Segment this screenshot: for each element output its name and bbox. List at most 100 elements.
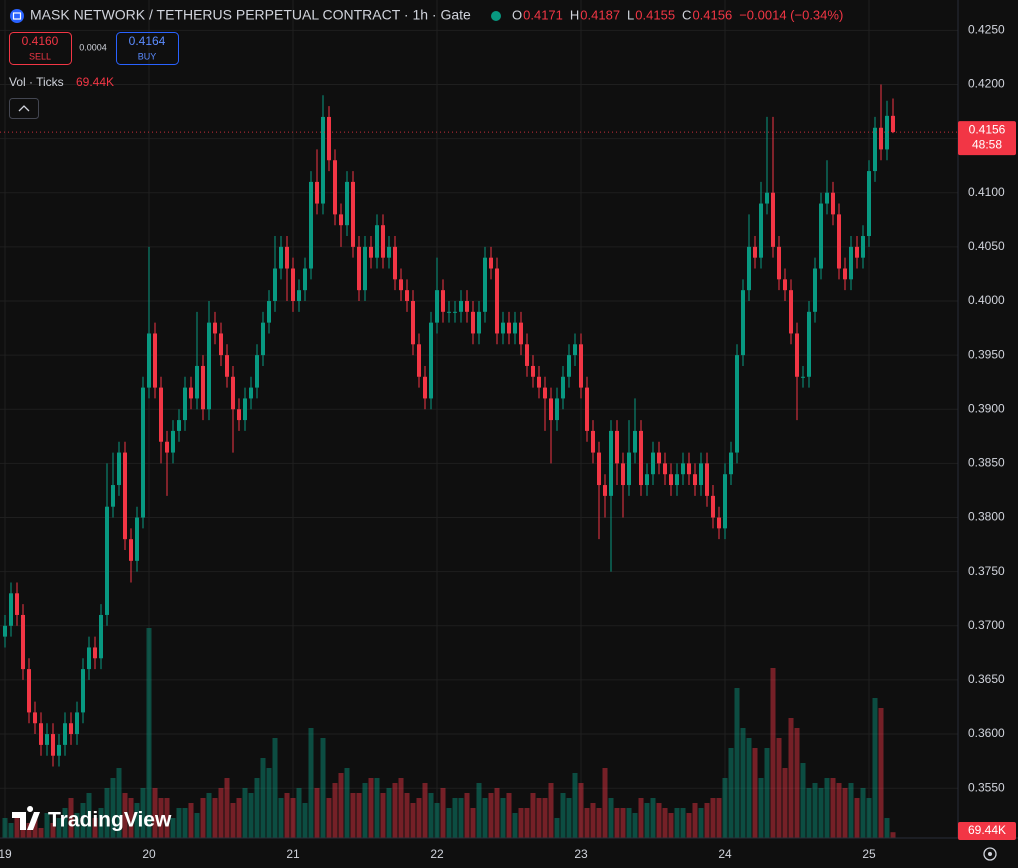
candle-body xyxy=(645,474,649,486)
volume-bar xyxy=(806,788,812,838)
candle-body xyxy=(465,300,469,312)
candle-body xyxy=(801,376,805,378)
volume-bar xyxy=(140,788,146,838)
sell-price: 0.4160 xyxy=(22,34,59,48)
candle-body xyxy=(447,311,451,313)
volume-bar xyxy=(380,793,386,838)
candle-body xyxy=(405,290,409,301)
volume-bar xyxy=(92,818,98,838)
volume-bar xyxy=(362,783,368,838)
candle-body xyxy=(417,344,421,377)
volume-bar xyxy=(824,778,830,838)
volume-bar xyxy=(686,813,692,838)
candle-body xyxy=(171,430,175,453)
volume-bar xyxy=(620,808,626,838)
candle-body xyxy=(729,452,733,475)
market-status[interactable] xyxy=(491,11,501,21)
candle-body xyxy=(603,485,607,496)
candle-body xyxy=(321,116,325,204)
volume-bar xyxy=(818,788,824,838)
volume-bar xyxy=(266,768,272,838)
volume-bar xyxy=(110,778,116,838)
volume-bar xyxy=(254,778,260,838)
candle-body xyxy=(597,452,601,486)
y-tick-label: 0.4250 xyxy=(968,22,1005,36)
volume-bar xyxy=(62,808,68,838)
candle-body xyxy=(459,300,463,312)
last-price-label: 0.4156 xyxy=(969,122,1006,136)
volume-bar xyxy=(14,813,20,838)
volume-badge xyxy=(958,822,1016,840)
buy-button[interactable] xyxy=(116,32,179,65)
candle-body xyxy=(345,181,349,226)
candle-body xyxy=(843,268,847,280)
volume-bar xyxy=(452,798,458,838)
spread: 0.0004 xyxy=(79,42,107,52)
candle-body xyxy=(87,647,91,670)
candle-body xyxy=(537,376,541,388)
candle-body xyxy=(165,441,169,453)
brand-logo xyxy=(12,806,40,830)
candle-body xyxy=(213,322,217,334)
settings-button[interactable] xyxy=(983,847,997,861)
x-tick-label: 24 xyxy=(718,847,732,861)
ohlc-letter: O xyxy=(512,7,522,22)
candle-body xyxy=(357,246,361,291)
sell-button[interactable] xyxy=(9,32,72,65)
candle-body xyxy=(825,192,829,204)
buy-price: 0.4164 xyxy=(129,34,166,48)
volume-bar xyxy=(302,803,308,838)
volume-badge-label: 69.44K xyxy=(968,823,1006,837)
volume-bar xyxy=(770,668,776,838)
candle-body xyxy=(81,669,85,713)
volume-bar xyxy=(632,813,638,838)
candle-body xyxy=(471,311,475,334)
candle-body xyxy=(525,344,529,366)
volume-bar xyxy=(872,698,878,838)
volume-bar xyxy=(422,783,428,838)
x-tick-label: 21 xyxy=(286,847,300,861)
candle-body xyxy=(255,355,259,388)
candle-body xyxy=(477,311,481,334)
candle-body xyxy=(297,290,301,301)
candle-body xyxy=(567,355,571,377)
y-tick-label: 0.3600 xyxy=(968,726,1005,740)
candle-body xyxy=(663,463,667,475)
volume-bar xyxy=(2,818,8,838)
symbol-title[interactable]: MASK NETWORK / TETHERUS PERPETUAL CONTRA… xyxy=(30,7,471,23)
volume-title: Vol · Ticks xyxy=(9,75,64,89)
ohlc-value: 0.4156 xyxy=(692,7,732,22)
ohlc-letter: L xyxy=(627,7,634,22)
candle-body xyxy=(885,115,889,150)
y-tick-label: 0.3950 xyxy=(968,347,1005,361)
volume-bar xyxy=(614,808,620,838)
y-tick-label: 0.4000 xyxy=(968,293,1005,307)
collapse-button[interactable] xyxy=(9,98,39,119)
volume-bar xyxy=(794,728,800,838)
candle-body xyxy=(423,376,427,399)
candle-body xyxy=(723,474,727,529)
volume-bar xyxy=(116,768,122,838)
candle-body xyxy=(657,452,661,464)
volume-bar xyxy=(146,628,152,838)
volume-bar xyxy=(494,788,500,838)
volume-bar xyxy=(188,803,194,838)
candle-body xyxy=(141,387,145,518)
y-tick-label: 0.3650 xyxy=(968,672,1005,686)
candle-body xyxy=(75,712,79,735)
volume-bar xyxy=(716,798,722,838)
volume-bar xyxy=(878,708,884,838)
candle-body xyxy=(627,452,631,486)
volume-bar xyxy=(20,828,26,838)
ohlc-legend: O 0.4171 H 0.4187 L 0.4155 C 0.4156 −0.0014 (−0.… xyxy=(512,7,843,22)
candle-body xyxy=(783,279,787,291)
volume-bar xyxy=(758,778,764,838)
y-tick-label: 0.4200 xyxy=(968,77,1005,91)
volume-bar xyxy=(764,748,770,838)
candle-body xyxy=(747,246,751,291)
y-tick-label: 0.3800 xyxy=(968,510,1005,524)
candle-body xyxy=(69,723,73,735)
volume-bar xyxy=(80,803,86,838)
volume-bar xyxy=(68,798,74,838)
candle-body xyxy=(327,116,331,161)
